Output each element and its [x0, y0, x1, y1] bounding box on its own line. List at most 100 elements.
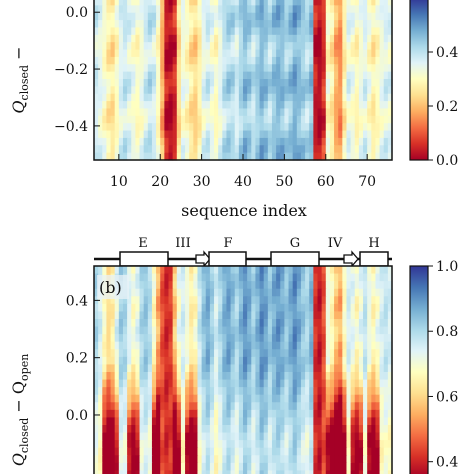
heatmap-cell: [156, 145, 161, 154]
heatmap-cell: [251, 101, 257, 110]
heatmap-cell: [334, 334, 339, 343]
heatmap-cell: [387, 79, 393, 87]
svg-text:Qclosed − Qopen: Qclosed − Qopen: [9, 354, 31, 467]
heatmap-cell: [300, 417, 306, 426]
heatmap-cell: [276, 372, 281, 381]
heatmap-cell: [342, 79, 348, 87]
heatmap-cell: [300, 27, 306, 36]
heatmap-cell: [160, 281, 165, 290]
heatmap-cell: [143, 101, 149, 110]
heatmap-cell: [147, 123, 153, 132]
heatmap-cell: [321, 281, 327, 290]
heatmap-cell: [338, 64, 343, 73]
heatmap-cell: [189, 266, 194, 275]
heatmap-cell: [263, 145, 269, 154]
heatmap-cell: [305, 115, 310, 124]
heatmap-cell: [379, 266, 385, 275]
heatmap-cell: [251, 12, 257, 21]
heatmap-cell: [205, 288, 211, 297]
heatmap-cell: [147, 326, 153, 335]
heatmap-cell: [284, 341, 290, 350]
heatmap-cell: [309, 152, 314, 161]
colorbar-tick-label: 0.2: [436, 99, 458, 115]
heatmap-cell: [176, 123, 182, 132]
heatmap-cell: [205, 417, 211, 426]
heatmap-cell: [346, 303, 352, 313]
heatmap-cell: [205, 326, 211, 335]
heatmap-cell: [383, 440, 389, 449]
heatmap-cell: [180, 123, 186, 132]
heatmap-cell: [135, 379, 141, 388]
heatmap-cell: [383, 49, 389, 58]
heatmap-cell: [292, 311, 298, 320]
heatmap-cell: [143, 372, 149, 381]
heatmap-cell: [284, 326, 290, 335]
heatmap-cell: [387, 311, 393, 320]
heatmap-cell: [313, 311, 319, 320]
heatmap-cell: [94, 42, 99, 51]
heatmap-cell: [305, 432, 310, 441]
heatmap-cell: [226, 455, 232, 464]
heatmap-cell: [317, 0, 323, 6]
heatmap-cell: [375, 334, 381, 343]
heatmap-cell: [338, 27, 343, 36]
heatmap-cell: [147, 108, 153, 117]
heatmap-cell: [226, 152, 232, 161]
heatmap-cell: [180, 364, 186, 373]
heatmap-cell: [288, 387, 294, 396]
heatmap-cell: [131, 470, 136, 474]
heatmap-cell: [102, 311, 108, 320]
heatmap-cell: [139, 326, 145, 335]
heatmap-cell: [156, 372, 161, 381]
heatmap-cell: [164, 356, 170, 366]
heatmap-cell: [363, 356, 368, 366]
heatmap-cell: [305, 0, 310, 6]
heatmap-cell: [110, 266, 116, 275]
heatmap-cell: [329, 319, 335, 328]
y-label-sub: closed: [18, 65, 31, 101]
heatmap-cell: [160, 319, 165, 328]
heatmap-cell: [334, 394, 339, 403]
heatmap-cell: [147, 462, 153, 472]
heatmap-cell: [271, 425, 277, 434]
heatmap-cell: [280, 440, 285, 449]
heatmap-cell: [143, 20, 149, 29]
heatmap-cell: [276, 432, 281, 441]
heatmap-cell: [371, 115, 377, 124]
heatmap-cell: [214, 394, 219, 403]
heatmap-cell: [305, 27, 310, 36]
heatmap-cell: [243, 93, 248, 102]
heatmap-cell: [218, 356, 223, 366]
heatmap-cell: [309, 27, 314, 36]
heatmap-cell: [122, 296, 128, 305]
heatmap-cell: [193, 341, 199, 350]
heatmap-cell: [94, 5, 99, 14]
heatmap-cell: [222, 79, 228, 87]
heatmap-cell: [222, 470, 228, 474]
heatmap-cell: [338, 402, 343, 411]
heatmap-cell: [98, 326, 103, 335]
heatmap-cell: [189, 123, 194, 132]
heatmap-cell: [172, 42, 178, 51]
heatmap-cell: [193, 273, 199, 282]
heatmap-cell: [267, 5, 273, 14]
heatmap-cell: [118, 42, 124, 51]
heatmap-cell: [383, 115, 389, 124]
heatmap-cell: [288, 273, 294, 282]
heatmap-cell: [375, 311, 381, 320]
heatmap-cell: [267, 152, 273, 161]
heatmap-cell: [267, 402, 273, 411]
heatmap-cell: [354, 86, 360, 95]
heatmap-cell: [143, 303, 149, 313]
heatmap-cell: [247, 326, 252, 335]
heatmap-cell: [189, 364, 194, 373]
heatmap-cell: [276, 326, 281, 335]
heatmap-cell: [358, 470, 364, 474]
heatmap-cell: [222, 432, 228, 441]
heatmap-cell: [259, 303, 265, 313]
heatmap-cell: [234, 5, 240, 14]
heatmap-cell: [271, 0, 277, 6]
heatmap-cell: [135, 71, 141, 80]
heatmap-cell: [358, 326, 364, 335]
heatmap-cell: [160, 93, 165, 102]
